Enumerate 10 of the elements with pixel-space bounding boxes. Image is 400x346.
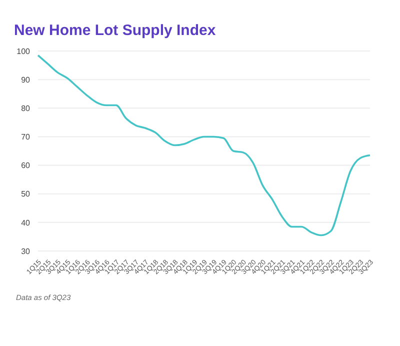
y-tick-label: 30	[21, 246, 31, 256]
line-series	[37, 54, 371, 236]
y-tick-label: 40	[21, 218, 31, 228]
y-tick-label: 90	[21, 75, 31, 84]
y-tick-label: 70	[21, 132, 31, 142]
y-tick-label: 80	[21, 104, 31, 113]
y-tick-label: 60	[21, 161, 31, 170]
chart-title: New Home Lot Supply Index	[13, 21, 217, 41]
y-tick-label: 100	[16, 46, 31, 56]
y-tick-label: 50	[21, 190, 31, 199]
